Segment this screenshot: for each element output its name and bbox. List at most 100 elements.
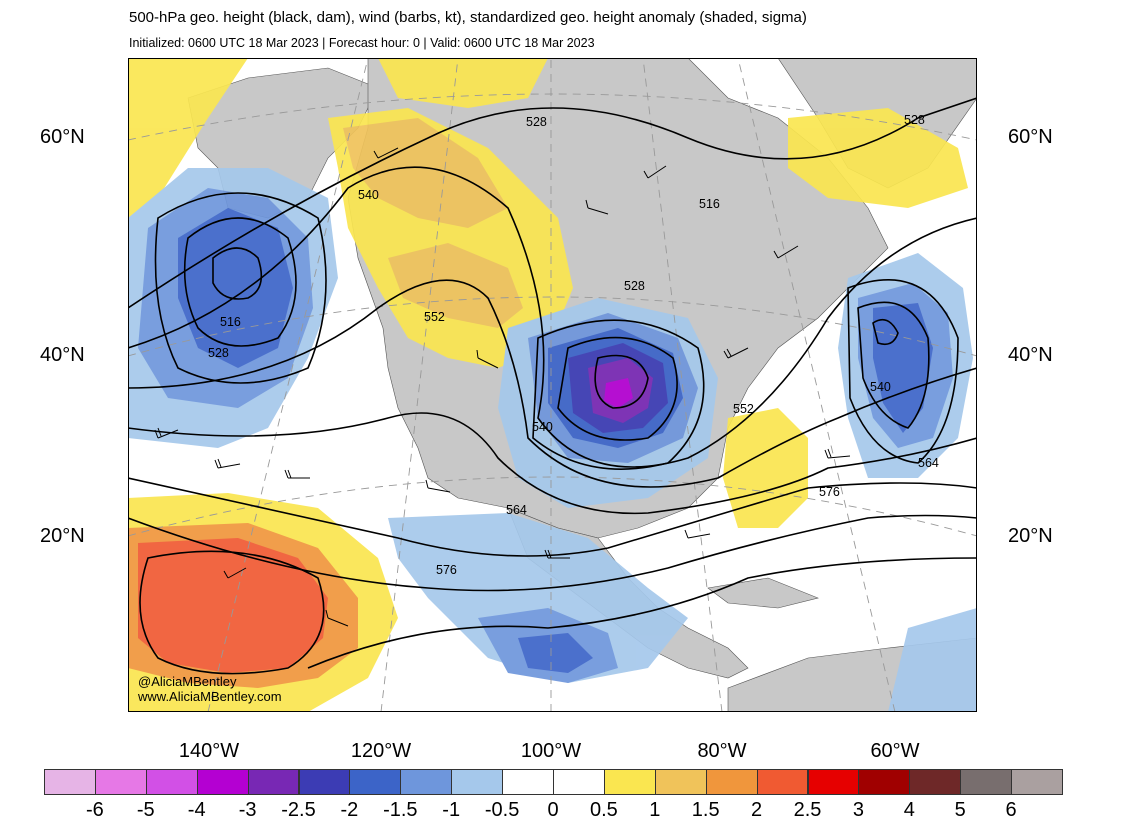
contour-label: 576 — [819, 485, 840, 499]
anomaly-neg-atlantic-inner — [873, 303, 933, 433]
graticule — [128, 58, 977, 712]
credit-website: www.AliciaMBentley.com — [137, 689, 282, 704]
lon-label-60w: 60°W — [870, 740, 920, 762]
anomaly-pos-nw-corner — [128, 58, 248, 218]
contour-label: 552 — [733, 402, 754, 416]
wind-barb — [373, 147, 399, 159]
anomaly-neg-gulf-alaska-inner — [178, 208, 293, 368]
colorbar-swatch — [247, 769, 300, 795]
anomaly-pos-atlantic — [723, 408, 808, 528]
colorbar-tick-label: 4 — [903, 799, 915, 821]
chart-subtitle: Initialized: 0600 UTC 18 Mar 2023 | Fore… — [129, 36, 595, 50]
graticule-meridian-120w — [380, 58, 459, 712]
colorbar-tick-label: 2 — [751, 799, 763, 821]
graticule-parallel-60n — [128, 93, 977, 141]
contour-zonal-564 — [128, 412, 977, 515]
colorbar-tick-label: 0.5 — [589, 799, 618, 821]
contour-label: 540 — [358, 188, 379, 202]
colorbar-swatch — [705, 769, 758, 795]
anomaly-pos-pacific-inner — [138, 538, 328, 673]
colorbar-swatch — [858, 769, 911, 795]
lat-label-60n-right: 60°N — [1008, 126, 1053, 148]
contour-low-central-us-2 — [557, 336, 678, 441]
contour-low-gulf-alaska-1 — [212, 247, 263, 300]
colorbar-tick-label: 5 — [954, 799, 966, 821]
contour-low-gulf-alaska-2 — [183, 217, 297, 347]
wind-barb — [214, 458, 241, 469]
anomaly-pos-west-ridge-inner2 — [388, 243, 523, 328]
colorbar-swatch — [44, 769, 96, 795]
contour-label: 540 — [532, 420, 553, 434]
wind-barb — [223, 567, 247, 579]
wind-barb — [476, 349, 499, 369]
colorbar-swatch — [94, 769, 147, 795]
anomaly-shading — [128, 58, 977, 712]
contour-label: 516 — [699, 197, 720, 211]
anomaly-neg-central-us-max — [604, 378, 633, 408]
contour-label: 540 — [870, 380, 891, 394]
colorbar-tick-label: -2.5 — [281, 799, 316, 821]
wind-barb — [585, 199, 609, 215]
contour-zonal-552 — [128, 279, 977, 488]
graticule-meridian-140w — [207, 58, 369, 712]
contour-label: 528 — [208, 346, 229, 360]
colorbar-swatch — [909, 769, 962, 795]
colorbar-tick-label: -1.5 — [383, 799, 418, 821]
colorbar-swatch — [603, 769, 656, 795]
colorbar-tick-label: -3 — [238, 799, 257, 821]
wind-barbs — [154, 147, 851, 627]
anomaly-neg-se-corner — [888, 608, 977, 712]
colorbar-tick-label: 0 — [547, 799, 559, 821]
contour-label: 528 — [624, 279, 645, 293]
lat-label-20n-right: 20°N — [1008, 525, 1053, 547]
colorbar-swatch — [349, 769, 402, 795]
contour-label: 528 — [904, 113, 925, 127]
colorbar-swatch — [807, 769, 860, 795]
lon-label-140w: 140°W — [178, 740, 240, 762]
contour-label: 528 — [526, 115, 547, 129]
wind-barb — [154, 427, 179, 439]
colorbar-tick-label: -2 — [340, 799, 359, 821]
colorbar-tick-label: 6 — [1005, 799, 1017, 821]
colorbar-swatch — [502, 769, 554, 795]
graticule-parallel-20n — [128, 476, 977, 537]
colorbar-swatch — [400, 769, 453, 795]
contour-labels: 528 540 516 528 552 540 516 528 540 552 … — [208, 113, 939, 577]
lat-label-40n-left: 40°N — [40, 344, 85, 366]
colorbar-swatch — [451, 769, 504, 795]
colorbar-tick-label: -5 — [136, 799, 155, 821]
contour-label: 576 — [436, 563, 457, 577]
wind-barb — [544, 549, 570, 559]
colorbar-tick-label: -6 — [85, 799, 104, 821]
colorbar-swatch — [298, 769, 351, 795]
credit-handle: @AliciaMBentley — [138, 674, 237, 689]
colorbar-tick-label: -1 — [442, 799, 461, 821]
colorbar-swatch — [553, 769, 605, 795]
cuba-land — [707, 577, 819, 609]
wind-barb — [425, 479, 451, 493]
colorbar-swatch — [1011, 769, 1063, 795]
lat-label-60n-left: 60°N — [40, 126, 85, 148]
contour-low-central-us-1 — [594, 354, 649, 409]
height-contours — [128, 97, 977, 675]
contour-zonal-576 — [128, 477, 977, 557]
colorbar-tick-label: -4 — [187, 799, 206, 821]
contour-label: 516 — [220, 315, 241, 329]
contour-low-atlantic-2 — [857, 301, 930, 429]
graticule-parallel-40n — [128, 296, 977, 357]
wind-barb — [643, 165, 667, 179]
anomaly-pos-west-ridge-inner — [343, 118, 508, 228]
lon-label-80w: 80°W — [697, 740, 747, 762]
contour-low-gulf-alaska-3 — [154, 192, 327, 384]
contour-low-central-us-3 — [532, 319, 705, 470]
colorbar-tick-label: 2.5 — [793, 799, 822, 821]
graticule-meridian-60w — [737, 58, 896, 712]
colorbar-tick-label: 1.5 — [691, 799, 720, 821]
contour-label: 552 — [424, 310, 445, 324]
colorbar-tick-label: 1 — [649, 799, 661, 821]
colorbar-swatch — [756, 769, 809, 795]
lon-label-100w: 100°W — [520, 740, 582, 762]
wind-barb — [723, 347, 749, 359]
contour-zonal-588 — [307, 557, 977, 669]
wind-barb — [284, 469, 310, 479]
